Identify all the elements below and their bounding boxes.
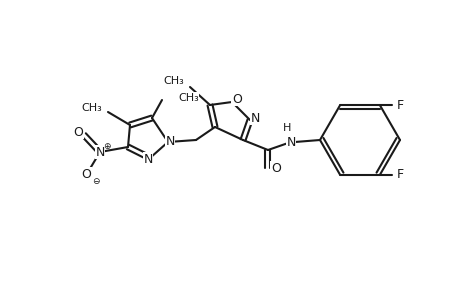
Text: ⊖: ⊖ (92, 178, 100, 187)
Text: N: N (250, 112, 259, 124)
Text: O: O (270, 161, 280, 175)
Text: CH₃: CH₃ (163, 76, 184, 86)
Text: N: N (165, 134, 174, 148)
Text: O: O (81, 167, 91, 181)
Text: F: F (396, 168, 403, 181)
Text: CH₃: CH₃ (81, 103, 102, 113)
Text: ⊕: ⊕ (103, 142, 111, 151)
Text: N: N (143, 152, 152, 166)
Text: H: H (282, 123, 291, 133)
Text: N: N (95, 146, 105, 158)
Text: CH₃: CH₃ (178, 93, 198, 103)
Text: O: O (73, 125, 83, 139)
Text: N: N (285, 136, 295, 148)
Text: F: F (396, 99, 403, 112)
Text: O: O (231, 92, 241, 106)
